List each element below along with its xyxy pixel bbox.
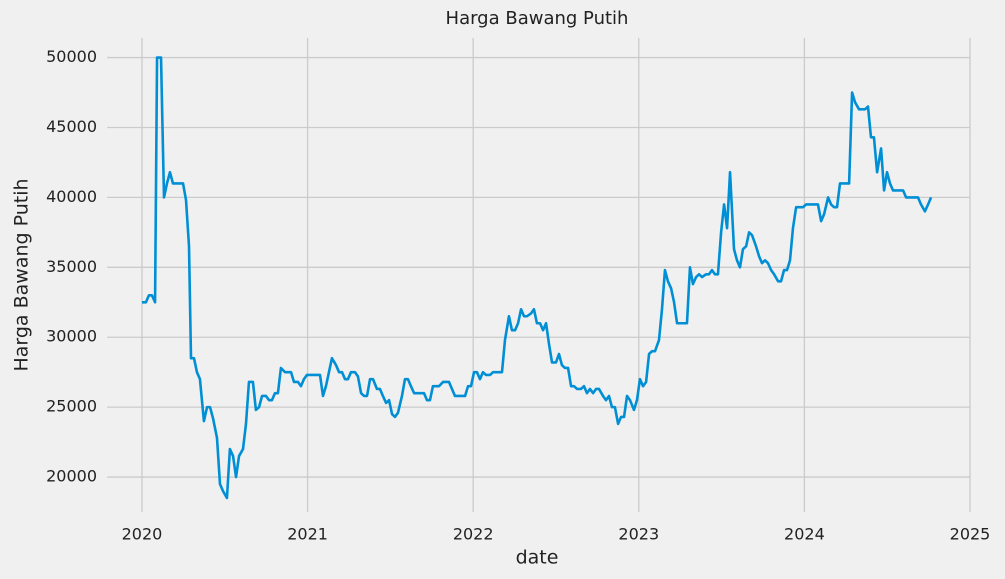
chart-title: Harga Bawang Putih: [446, 8, 629, 29]
y-axis-label: Harga Bawang Putih: [11, 178, 33, 371]
x-tick-label: 2023: [618, 525, 659, 544]
x-axis-label: date: [516, 547, 559, 569]
y-tick-label: 40000: [46, 187, 97, 206]
line-series: [141, 56, 933, 500]
x-tick-label: 2020: [122, 525, 163, 544]
y-tick-label: 20000: [46, 467, 97, 486]
y-tick-label: 30000: [46, 327, 97, 346]
x-tick-label: 2022: [453, 525, 494, 544]
y-tick-label: 45000: [46, 117, 97, 136]
x-tick-label: 2025: [950, 525, 991, 544]
y-tick-label: 25000: [46, 397, 97, 416]
y-tick-label: 50000: [46, 47, 97, 66]
x-tick-label: 2024: [784, 525, 825, 544]
x-tick-label: 2021: [287, 525, 328, 544]
y-tick-label: 35000: [46, 257, 97, 276]
